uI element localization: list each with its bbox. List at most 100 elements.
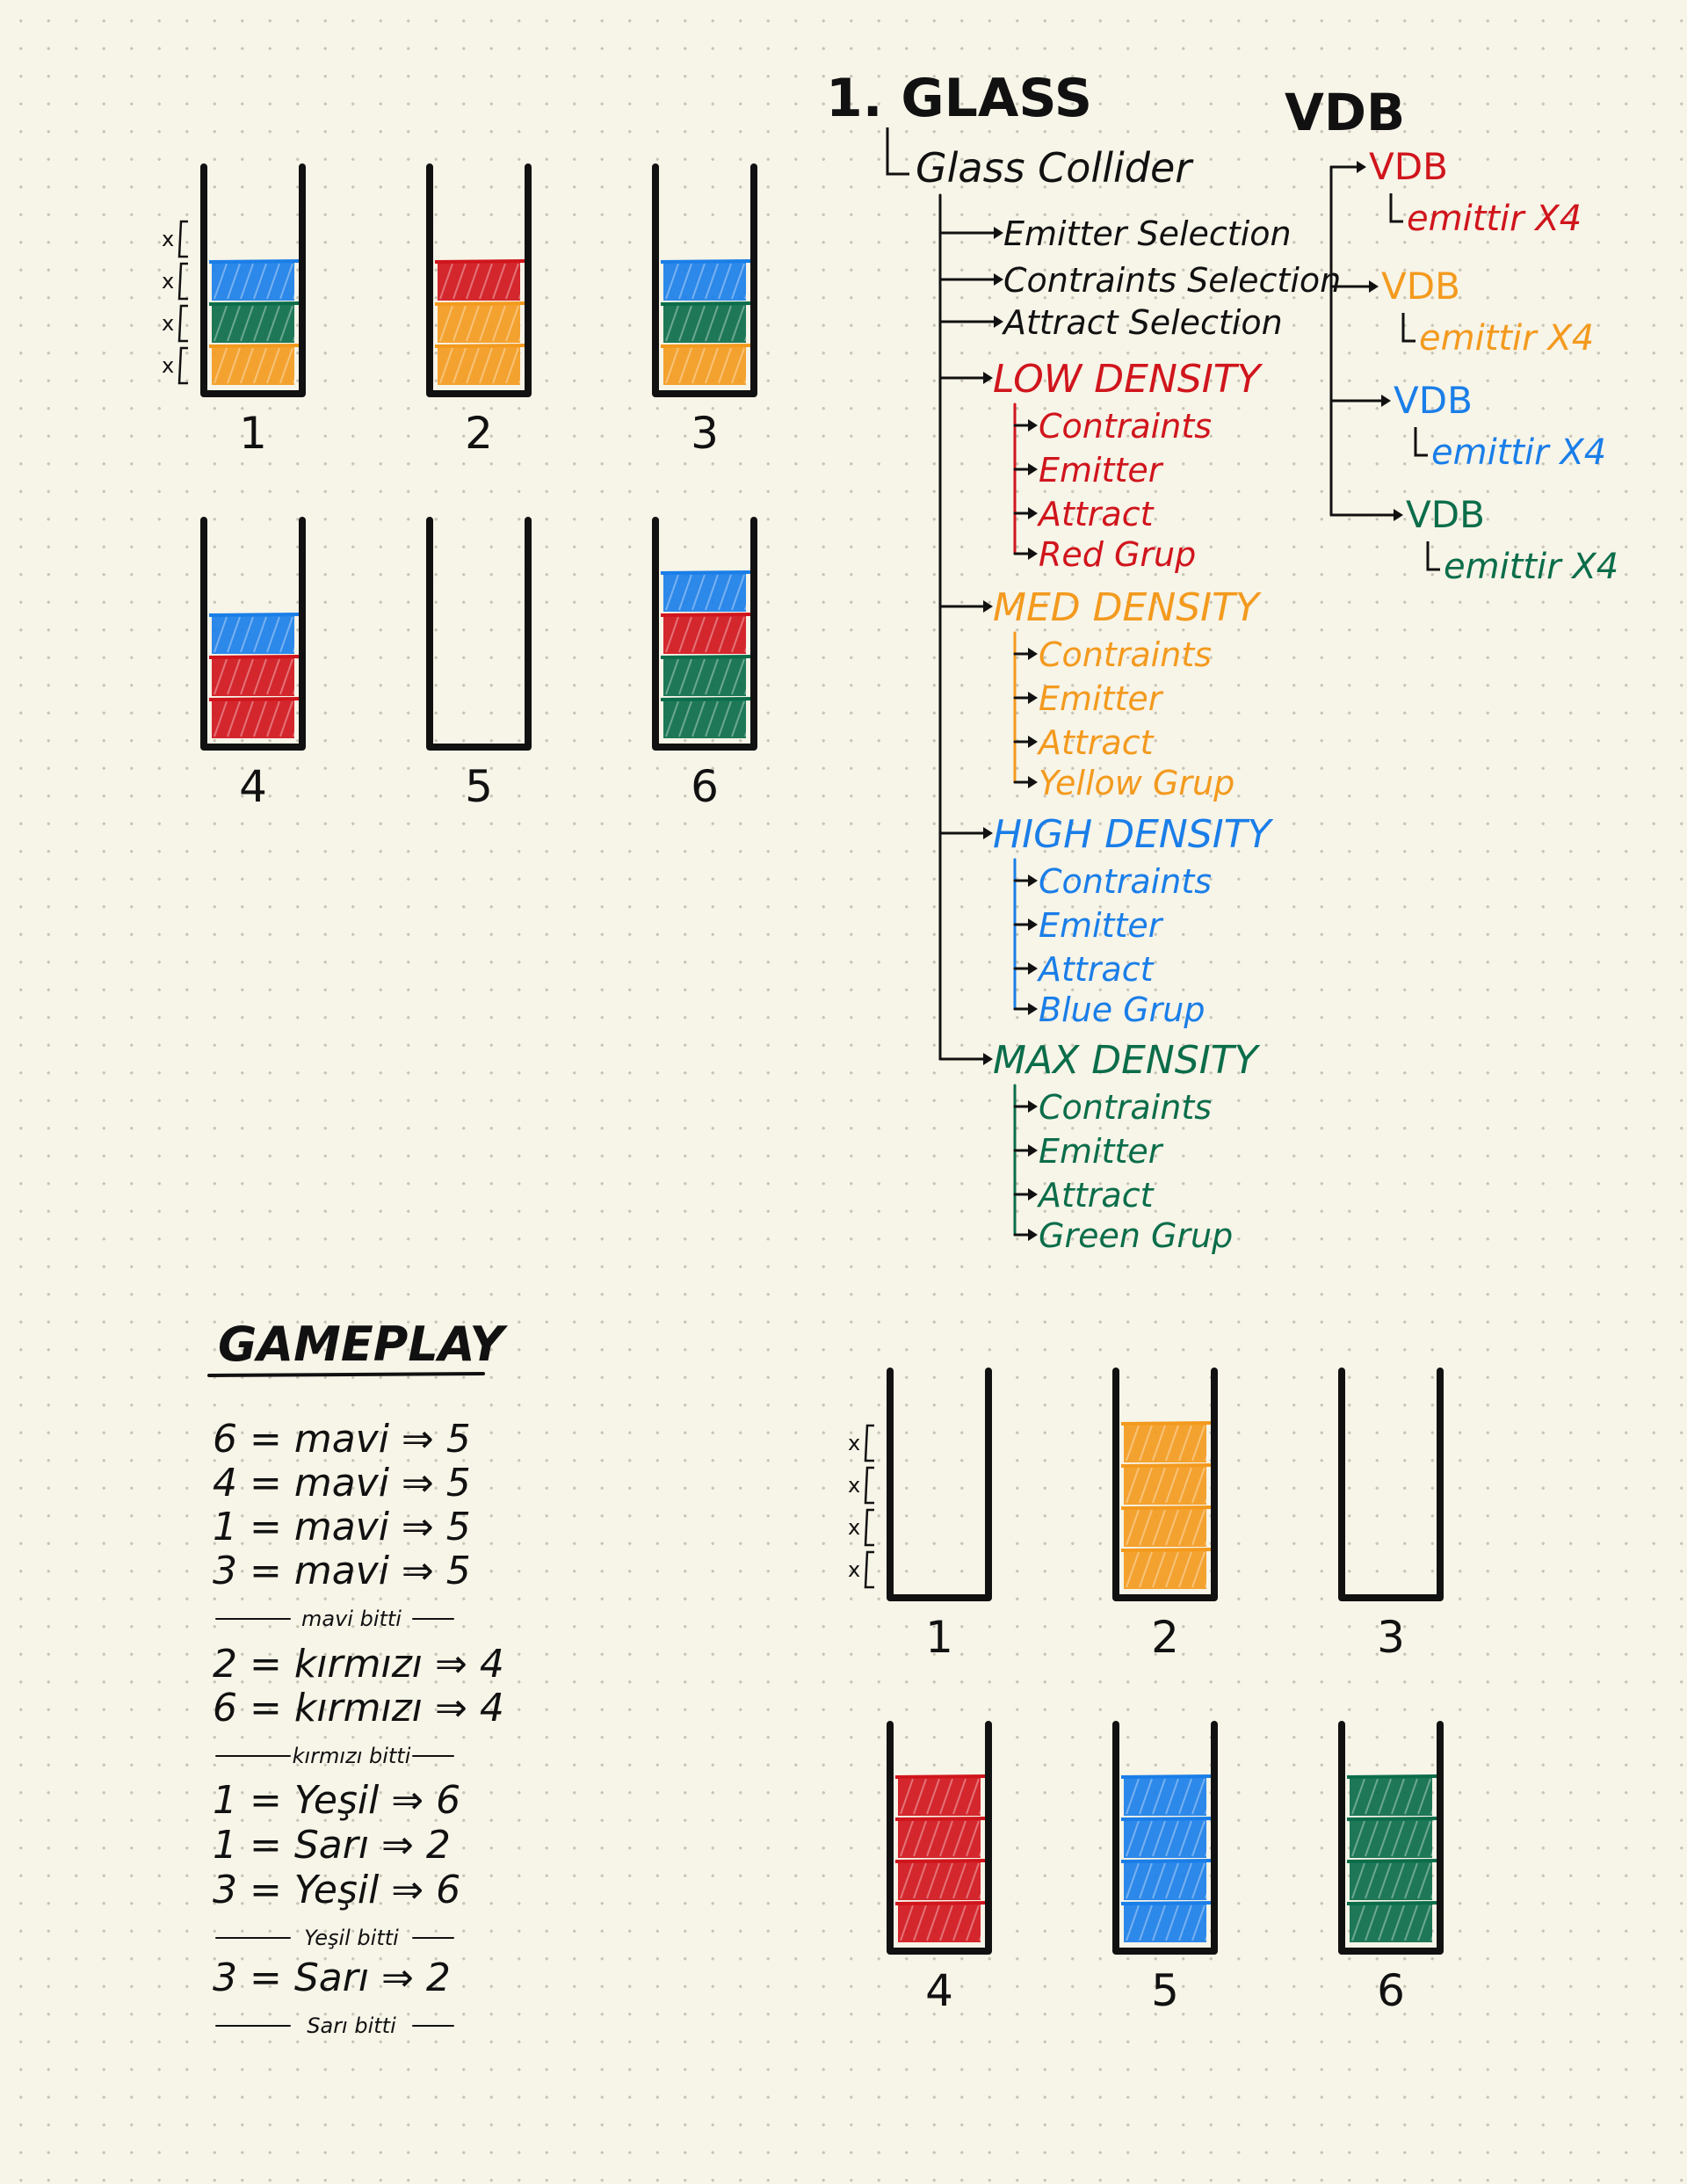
puzzle_start-glass-3-layer-3-edge (660, 259, 751, 264)
puzzle_start-glass-1-layer-1-hatch (279, 347, 293, 384)
puzzle_start-glass-4-layer-3-hatch (240, 616, 254, 653)
puzzle_start-glass-4-layer-1 (212, 700, 294, 738)
puzzle_end-glass-4-layer-1 (898, 1904, 981, 1942)
puzzle_start-glass-3-outline (652, 163, 757, 397)
arrow-icon (1028, 463, 1038, 475)
puzzle_end-glass-5-layer-2-hatch (1178, 1862, 1192, 1899)
puzzle_end-layer-mark: x (848, 1557, 860, 1582)
puzzle_start-glass-1-layer-2 (212, 304, 294, 343)
density-title: HIGH DENSITY (993, 812, 1274, 857)
selection-item: Contraints Selection (1003, 261, 1341, 300)
puzzle_end-glass-5-layer-3-hatch (1191, 1820, 1206, 1857)
puzzle_end-glass-4-layer-4-hatch (926, 1778, 940, 1815)
puzzle_end-glass-2-layer-1-hatch (1126, 1551, 1140, 1588)
puzzle_end-glass-4-layer-1-hatch (900, 1905, 914, 1941)
puzzle_end-glass-6-layer-1-hatch (1417, 1905, 1431, 1941)
vdb-name: VDB (1406, 493, 1485, 536)
puzzle_start-glass-4-layer-2 (212, 657, 294, 696)
puzzle_start-glass-1-layer-1-edge (208, 344, 300, 348)
density-item: Attract (1036, 723, 1155, 762)
puzzle_start-glass-2-layer-3-hatch (466, 263, 480, 300)
puzzle_end-glass-5-layer-1-edge (1120, 1901, 1212, 1905)
gameplay-title-underline (207, 1372, 485, 1377)
puzzle_start-glass-4-layer-3-edge (208, 613, 300, 617)
puzzle_end-glass-2-layer-4-hatch (1165, 1425, 1179, 1462)
puzzle_start-glass-3-layer-3-hatch (705, 263, 719, 300)
puzzle_start-glass-1-layer-3-hatch (253, 263, 267, 300)
puzzle_start-glass-2-layer-2-hatch (492, 305, 506, 342)
arrow-icon (1028, 548, 1038, 560)
puzzle_end-glass-6-layer-3-hatch (1391, 1820, 1405, 1857)
puzzle_start-glass-4-layer-2-hatch (240, 658, 254, 695)
puzzle_start-glass-3-layer-2-edge (660, 301, 751, 306)
puzzle_start-glass-6-layer-4-hatch (691, 574, 706, 611)
puzzle_start-glass-6-layer-1 (663, 700, 746, 738)
density-item: Contraints (1039, 862, 1212, 901)
puzzle_end-glass-5-layer-1-hatch (1152, 1905, 1166, 1941)
puzzle_end-glass-4-layer-4-hatch (939, 1778, 953, 1815)
gameplay-move: 1 = Sarı ⇒ 2 (213, 1823, 451, 1868)
density-title: MAX DENSITY (993, 1038, 1261, 1083)
puzzle_start-glass-2-layer-3-edge (434, 259, 525, 264)
puzzle_start-glass-4-outline (200, 517, 306, 751)
puzzle_end-glass-2-layer-4-edge (1120, 1421, 1212, 1426)
gameplay-done-label: Sarı bitti (307, 2013, 396, 2038)
puzzle_start-glass-2-layer-2-hatch (453, 305, 467, 342)
gameplay-move: 2 = kırmızı ⇒ 4 (213, 1642, 504, 1687)
vdb-child: emittir X4 (1431, 432, 1606, 473)
puzzle_end-glass-6-layer-3-hatch (1378, 1820, 1392, 1857)
puzzle_start-glass-6-layer-4 (663, 573, 746, 612)
arrow-icon (1028, 776, 1038, 788)
puzzle_end-glass-4-layer-3-hatch (926, 1820, 940, 1857)
puzzle_end-glass-2-layer-3-hatch (1139, 1467, 1153, 1504)
arrow-icon (1028, 692, 1038, 704)
density-group-2: MED DENSITY Contraints Emitter AttractYello… (938, 585, 1262, 802)
puzzle_start-glass-2-layer-2-hatch (466, 305, 480, 342)
puzzle_start-glass-1-layer-2-hatch (266, 305, 280, 342)
puzzle_start-glass-5-number: 5 (465, 761, 493, 812)
puzzle_end-glass-2-layer-1-edge (1120, 1548, 1212, 1552)
puzzle_start-glass-1-layer-1-hatch (253, 347, 267, 384)
puzzle_start-glass-4-layer-1-edge (208, 697, 300, 701)
puzzle_end-glass-5-layer-2-hatch (1165, 1862, 1179, 1899)
puzzle_end-glass-6-layer-3 (1350, 1819, 1432, 1858)
puzzle_end-glass-2-layer-1-hatch (1191, 1551, 1206, 1588)
puzzle_end-glass-2-layer-4-hatch (1191, 1425, 1206, 1462)
puzzle_start-glass-1-layer-3-hatch (240, 263, 254, 300)
gameplay-move: 4 = mavi ⇒ 5 (213, 1461, 471, 1506)
puzzle_end-glass-6-layer-2-hatch (1404, 1862, 1418, 1899)
puzzle_start-glass-1-layer-2-hatch (240, 305, 254, 342)
puzzle_end-glass-5-outline (1112, 1721, 1218, 1955)
puzzle_end-glass-5-layer-4-hatch (1152, 1778, 1166, 1815)
puzzle_end-glass-5 (1112, 1721, 1219, 1955)
puzzle_start-glass-2-layer-2-hatch (439, 305, 453, 342)
puzzle_end-glass-5-layer-3-hatch (1139, 1820, 1153, 1857)
density-item: Emitter (1039, 451, 1164, 490)
puzzle_end-glass-2-layer-2-hatch (1139, 1509, 1153, 1546)
vdb-name: VDB (1369, 145, 1448, 188)
puzzle_end-glass-2-layer-2-hatch (1152, 1509, 1166, 1546)
puzzle_end-glass-4-layer-1-hatch (926, 1905, 940, 1941)
puzzle_end-layer-mark: x (848, 1473, 860, 1498)
puzzle_start-glass-6-layer-4-hatch (705, 574, 719, 611)
puzzle_start-glass-6-layer-2-hatch (718, 658, 732, 695)
puzzle_start-glass-6-layer-2 (663, 657, 746, 696)
density-title: MED DENSITY (993, 585, 1262, 630)
puzzle_end-glass-2-layer-4-hatch (1178, 1425, 1192, 1462)
puzzle_end-glass-6-layer-2-hatch (1391, 1862, 1405, 1899)
vdb-entry-4: VDB emittir X4 (1329, 493, 1618, 587)
puzzle_start-glass-2 (426, 163, 532, 397)
gameplay-move: 3 = mavi ⇒ 5 (213, 1549, 471, 1593)
arrow-icon (1028, 1003, 1038, 1015)
puzzle_start-glass-4-layer-3-hatch (266, 616, 280, 653)
puzzle_end-glass-6-layer-2-hatch (1365, 1862, 1379, 1899)
puzzle_end-glass-2 (1112, 1368, 1219, 1601)
puzzle_start-glass-4-layer-1-hatch (279, 700, 293, 737)
puzzle_end-glass-6-layer-2 (1350, 1861, 1432, 1900)
puzzle_end-glass-4-outline (887, 1721, 992, 1955)
puzzle_start-glass-6-layer-1-hatch (678, 700, 692, 737)
puzzle_end-glass-6-layer-3-hatch (1351, 1820, 1365, 1857)
vdb-title: VDB (1285, 83, 1405, 142)
